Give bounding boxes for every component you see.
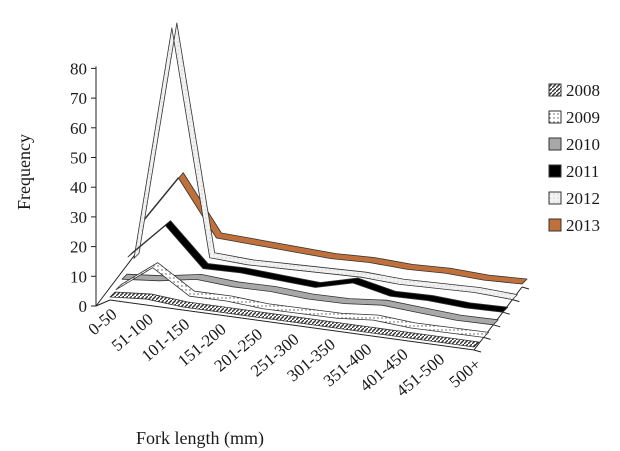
x-tick-label: 500+ (445, 355, 484, 392)
series-ribbon-2013 (139, 172, 528, 285)
y-tick-label: 60 (70, 119, 87, 138)
y-tick-label: 0 (79, 297, 88, 316)
y-tick-label: 20 (70, 238, 87, 257)
depth-tick (502, 311, 510, 315)
series-ribbon-2009 (115, 262, 489, 338)
legend-label-2008: 2008 (566, 81, 600, 100)
series-2013 (139, 172, 528, 285)
legend-swatch-2012 (548, 191, 562, 205)
y-tick-label: 70 (70, 89, 87, 108)
series-ribbon-2010 (121, 273, 499, 326)
y-tick-label: 80 (70, 59, 87, 78)
y-tick-label: 50 (70, 149, 87, 168)
depth-tick (473, 349, 482, 353)
y-axis-label: Frequency (14, 134, 34, 210)
depth-tick (493, 324, 501, 328)
legend-swatch-2013 (548, 218, 562, 232)
y-tick-label: 40 (70, 178, 87, 197)
legend-label-2009: 2009 (566, 108, 600, 127)
series-ribbons (109, 22, 528, 348)
series-2009 (115, 262, 489, 338)
floor-front-left (95, 299, 111, 307)
y-tick-label: 10 (70, 267, 87, 286)
legend-swatch-2008 (548, 83, 562, 97)
legend-swatch-2011 (548, 164, 562, 178)
depth-tick (512, 299, 520, 303)
series-ribbon-2012 (133, 22, 518, 300)
series-ribbon-2008 (109, 291, 480, 348)
series-2008 (109, 291, 480, 348)
floor-left-edge (95, 247, 141, 307)
series-ribbon-2011 (127, 220, 509, 313)
legend-label-2013: 2013 (566, 216, 600, 235)
legend-label-2011: 2011 (566, 162, 599, 181)
depth-tick (521, 286, 530, 290)
legend-label-2012: 2012 (566, 189, 600, 208)
x-axis-label: Fork length (mm) (136, 428, 264, 449)
y-axis: 0 10 20 30 40 50 60 70 80 (70, 59, 141, 316)
series-2012 (133, 22, 518, 300)
series-2011 (127, 220, 509, 313)
legend: 2008 2009 2010 2011 2012 2013 (548, 81, 600, 235)
series-2010 (121, 273, 499, 326)
depth-tick (483, 336, 491, 340)
y-tick-label: 30 (70, 208, 87, 227)
legend-swatch-2009 (548, 110, 562, 124)
legend-swatch-2010 (548, 137, 562, 151)
legend-label-2010: 2010 (566, 135, 600, 154)
